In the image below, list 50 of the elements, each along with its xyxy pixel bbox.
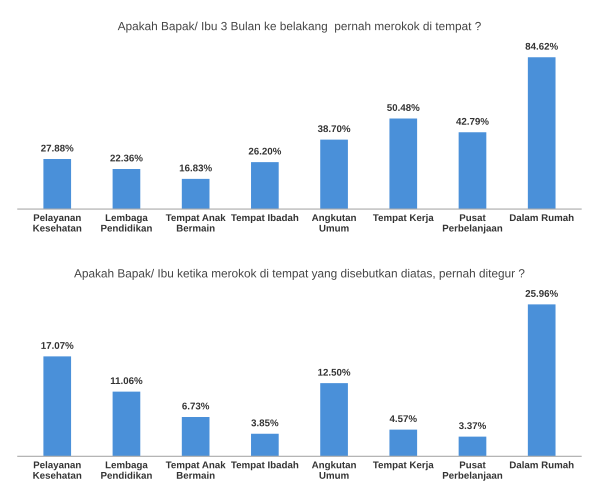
x-tick-label: Dalam Rumah: [510, 214, 574, 222]
data-label: 3.85%: [251, 419, 278, 426]
x-tick-label: Tempat Anak Bermain: [166, 214, 226, 232]
x-tick-label: Tempat Kerja: [372, 461, 434, 470]
bar: [251, 434, 279, 456]
x-tick-label: Pelayanan Kesehatan: [33, 461, 82, 479]
data-label: 84.62%: [526, 42, 558, 50]
data-label: 4.57%: [390, 415, 417, 422]
bar: [389, 430, 418, 456]
x-tick-label: Tempat Ibadah: [231, 214, 298, 224]
bar: [528, 57, 556, 210]
data-label: 17.07%: [41, 342, 74, 349]
x-tick-label: Pelayanan Kesehatan: [33, 214, 82, 232]
data-label: 25.96%: [526, 290, 558, 297]
x-tick-label: Lembaga Pendidikan: [101, 214, 152, 232]
x-tick-label: Pusat Perbelanjaan: [442, 214, 502, 234]
bar: [458, 132, 486, 210]
chart-title: Apakah Bapak/ Ibu 3 Bulan ke belakang pernah merokok di tempat ?: [118, 22, 481, 33]
data-label: 27.88%: [41, 144, 74, 152]
bar: [320, 383, 348, 456]
x-tick-label: Lembaga Pendidikan: [101, 461, 152, 479]
x-tick-label: Tempat Anak Bermain: [166, 461, 226, 479]
data-label: 11.06%: [110, 377, 142, 384]
data-label: 38.70%: [318, 125, 350, 132]
data-label: 3.37%: [458, 422, 486, 430]
bar: [182, 178, 210, 210]
bar: [43, 159, 72, 210]
bar: [389, 118, 418, 210]
data-label: 12.50%: [318, 368, 350, 376]
bar: [458, 436, 486, 456]
bar: [182, 416, 210, 456]
bar: [320, 140, 348, 210]
data-label: 26.20%: [248, 148, 282, 155]
bar: [251, 162, 279, 210]
data-label: 16.83%: [180, 164, 212, 172]
data-label: 50.48%: [387, 104, 420, 112]
data-label: 6.73%: [182, 402, 210, 410]
data-label: 42.79%: [456, 118, 489, 125]
x-tick-label: Angkutan Umum: [312, 461, 356, 479]
x-tick-label: Dalam Rumah: [510, 461, 574, 468]
x-tick-label: Tempat Kerja: [372, 214, 434, 224]
bar: [112, 168, 140, 210]
data-label: 22.36%: [110, 154, 143, 162]
x-tick-label: Tempat Ibadah: [231, 461, 298, 470]
chart-title: Apakah Bapak/ Ibu ketika merokok di tempat yang disebutkan diatas, pernah ditegur ?: [74, 268, 524, 280]
bar: [112, 392, 140, 456]
bar: [528, 304, 556, 456]
bar: [43, 356, 72, 456]
x-tick-label: Pusat Perbelanjaan: [442, 462, 502, 481]
x-tick-label: Angkutan Umum: [312, 214, 356, 232]
